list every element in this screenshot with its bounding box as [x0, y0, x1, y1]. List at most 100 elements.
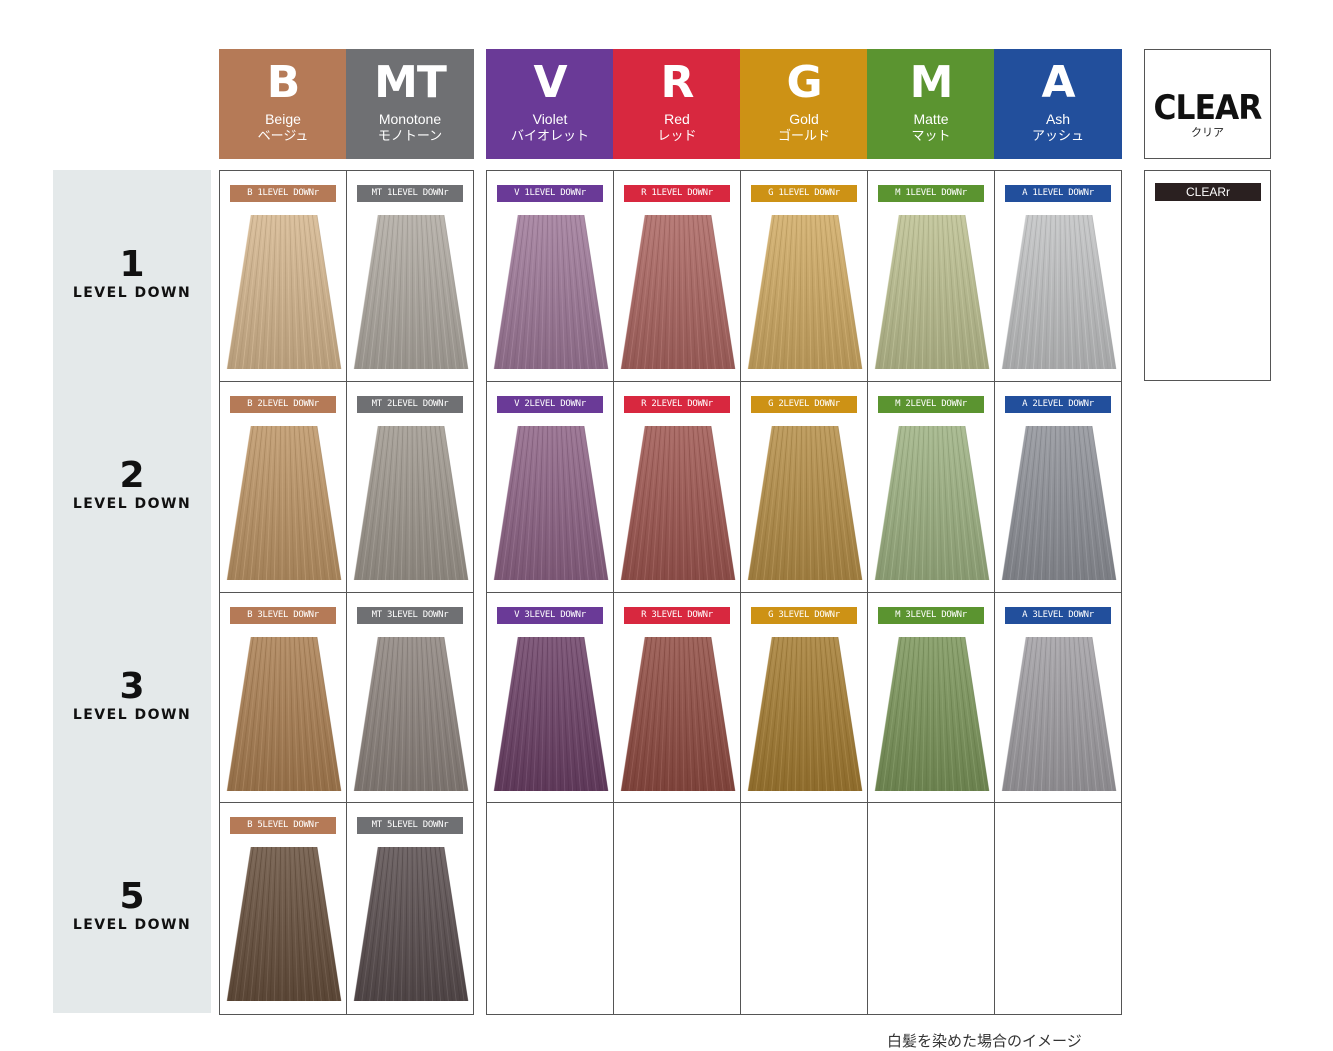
hair-strand — [501, 636, 523, 792]
hair-strand — [830, 636, 851, 792]
hair-strand — [837, 425, 863, 581]
hair-strand — [293, 425, 303, 581]
caption-note: 白髪を染めた場合のイメージ — [887, 1032, 1082, 1050]
hair-strand — [291, 846, 299, 1002]
hair-strand — [835, 636, 859, 792]
hair-strand — [902, 636, 916, 792]
hair-strand — [644, 636, 660, 792]
hair-strand — [747, 636, 773, 792]
hair-strand — [1052, 636, 1056, 792]
hair-strand — [819, 425, 831, 581]
hair-strand — [389, 846, 399, 1002]
hair-strand — [353, 214, 379, 370]
hair-strand — [648, 425, 662, 581]
hair-strand — [540, 636, 546, 792]
hair-strand — [314, 636, 338, 792]
hair-swatch — [353, 636, 469, 792]
hair-strand — [675, 636, 678, 792]
hair-strand — [369, 425, 388, 581]
hair-strand — [957, 425, 978, 581]
hair-strand — [309, 214, 330, 370]
hair-strand — [823, 214, 839, 370]
header-code: M — [909, 57, 954, 108]
swatch-cell: R 2LEVEL DOWNr — [613, 381, 741, 593]
row-label-content: 5 LEVEL DOWN — [53, 878, 211, 934]
hair-strand — [273, 846, 279, 1002]
hair-strand — [1013, 636, 1034, 792]
hair-strand — [636, 636, 655, 792]
hair-strand — [819, 636, 831, 792]
hair-strand — [429, 425, 445, 581]
hair-strand — [817, 425, 827, 581]
swatch-cell: A 1LEVEL DOWNr — [994, 170, 1122, 382]
hair-strand — [955, 214, 974, 370]
hair-strand — [910, 636, 920, 792]
hair-strand — [289, 214, 295, 370]
column-header-b: B Beige ベージュ — [219, 49, 347, 159]
hair-strand — [429, 636, 445, 792]
hair-swatch-shape — [621, 637, 735, 791]
hair-strand — [377, 846, 393, 1002]
hair-strand — [314, 846, 338, 1002]
hair-swatch — [1001, 636, 1117, 792]
hair-strand — [1033, 425, 1045, 581]
hair-strand — [1048, 425, 1054, 581]
hair-strand — [656, 636, 666, 792]
hair-strand — [408, 214, 411, 370]
swatch-tag: MT 3LEVEL DOWNr — [357, 607, 463, 624]
hair-strand — [532, 425, 542, 581]
hair-strand — [408, 636, 411, 792]
hair-strand — [418, 214, 426, 370]
hair-strand — [939, 425, 947, 581]
hair-strand — [910, 425, 920, 581]
hair-strand — [254, 846, 268, 1002]
hair-strand — [265, 425, 275, 581]
hair-strand — [681, 636, 685, 792]
hair-strand — [293, 846, 303, 1002]
hair-strand — [701, 214, 720, 370]
hair-strand — [441, 846, 465, 1002]
hair-strand — [783, 636, 793, 792]
hair-swatch — [747, 214, 863, 370]
hair-strand — [681, 425, 685, 581]
hair-strand — [913, 636, 923, 792]
empty-cell — [613, 802, 741, 1015]
hair-strand — [314, 214, 338, 370]
hair-strand — [823, 425, 839, 581]
hair-swatch — [226, 636, 342, 792]
hair-strand — [946, 425, 958, 581]
row-label-content: 1 LEVEL DOWN — [53, 246, 211, 302]
hair-strand — [392, 636, 402, 792]
hair-strand — [439, 846, 461, 1002]
hair-strand — [699, 425, 716, 581]
hair-strand — [685, 425, 693, 581]
hair-strand — [269, 425, 277, 581]
header-code: R — [660, 57, 695, 108]
hair-strand — [805, 425, 808, 581]
hair-strand — [656, 214, 666, 370]
hair-strand — [281, 846, 284, 1002]
hair-strand — [277, 636, 281, 792]
hair-strand — [828, 636, 847, 792]
header-japanese-name: ゴールド — [777, 129, 830, 144]
swatch-cell: V 3LEVEL DOWNr — [486, 592, 614, 804]
swatch-cell: G 1LEVEL DOWNr — [740, 170, 868, 382]
hair-strand — [529, 214, 539, 370]
hair-swatch-shape — [875, 637, 989, 791]
hair-strand — [385, 636, 397, 792]
hair-strand — [411, 636, 414, 792]
hair-strand — [921, 214, 927, 370]
hair-strand — [291, 425, 299, 581]
hair-strand — [513, 636, 530, 792]
level-down-label: LEVEL DOWN — [72, 917, 192, 933]
swatch-tag: M 2LEVEL DOWNr — [878, 396, 984, 413]
hair-strand — [436, 636, 457, 792]
swatch-cell: MT 5LEVEL DOWNr — [346, 802, 474, 1015]
hair-strand — [878, 214, 902, 370]
hair-strand — [309, 636, 330, 792]
hair-strand — [281, 636, 284, 792]
hair-strand — [1071, 636, 1081, 792]
hair-strand — [291, 636, 299, 792]
hair-strand — [443, 846, 469, 1002]
hair-strand — [632, 636, 653, 792]
